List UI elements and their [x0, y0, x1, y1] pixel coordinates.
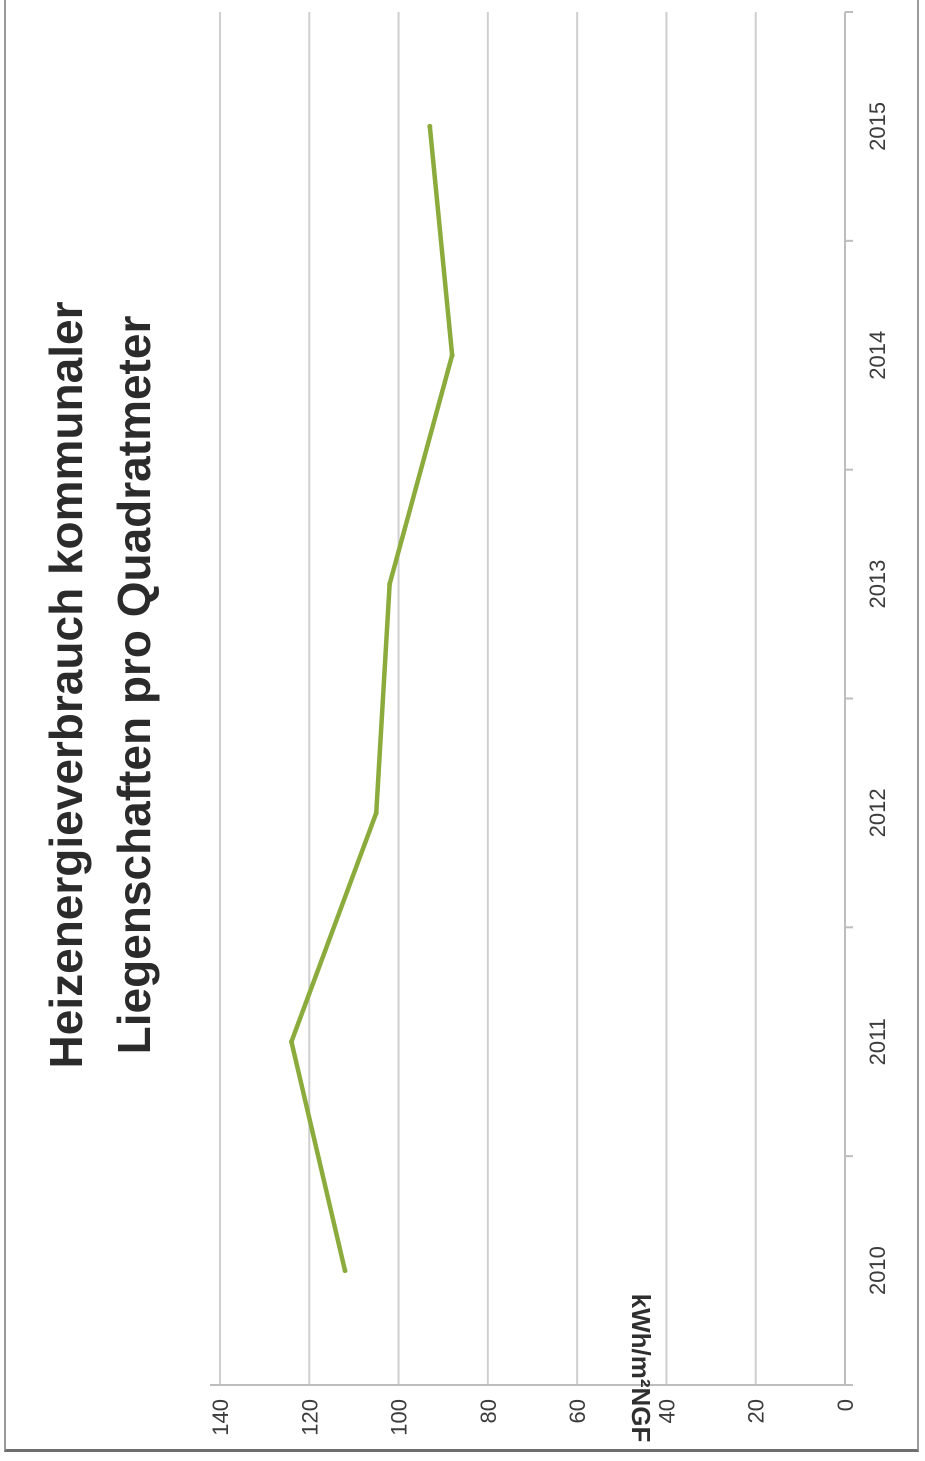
- y-tick-label: 60: [565, 1399, 590, 1423]
- x-tick-label: 2014: [865, 331, 890, 380]
- gridlines: [219, 12, 757, 1385]
- data-point: [342, 1268, 348, 1274]
- data-point: [373, 810, 379, 816]
- series-layer: [288, 123, 455, 1274]
- y-tick-label: 40: [654, 1399, 679, 1423]
- data-point: [387, 581, 393, 587]
- x-tick-label: 2010: [865, 1246, 890, 1295]
- data-point: [427, 123, 433, 129]
- chart-title-line-2: Liegenschaften pro Quadratmeter: [108, 316, 160, 1055]
- x-tick-label: 2015: [865, 102, 890, 151]
- data-point: [288, 1039, 294, 1045]
- tick-labels: 0 20 40 60 80 100 120 140 2010 2011 2012 2013 2014 20…: [208, 102, 890, 1436]
- y-axis-title: kWh/m²NGF: [626, 1294, 656, 1443]
- y-tick-label: 140: [208, 1399, 233, 1436]
- y-tick-label: 100: [387, 1399, 412, 1436]
- y-tick-label: 0: [833, 1399, 858, 1411]
- data-point: [449, 352, 455, 358]
- chart-title-line-1: Heizenergieverbrauch kommunaler: [40, 301, 92, 1068]
- x-tick-label: 2013: [865, 560, 890, 609]
- x-tick-label: 2012: [865, 788, 890, 837]
- y-tick-label: 80: [476, 1399, 501, 1423]
- x-tick-label: 2011: [865, 1018, 890, 1065]
- axes: [210, 11, 853, 1386]
- title-area: Heizenergieverbrauch kommunaler Liegensc…: [40, 301, 160, 1068]
- series-line: [289, 124, 455, 1273]
- y-tick-label: 120: [297, 1399, 322, 1436]
- page-frame: [4, 0, 919, 1452]
- y-tick-label: 20: [744, 1399, 769, 1423]
